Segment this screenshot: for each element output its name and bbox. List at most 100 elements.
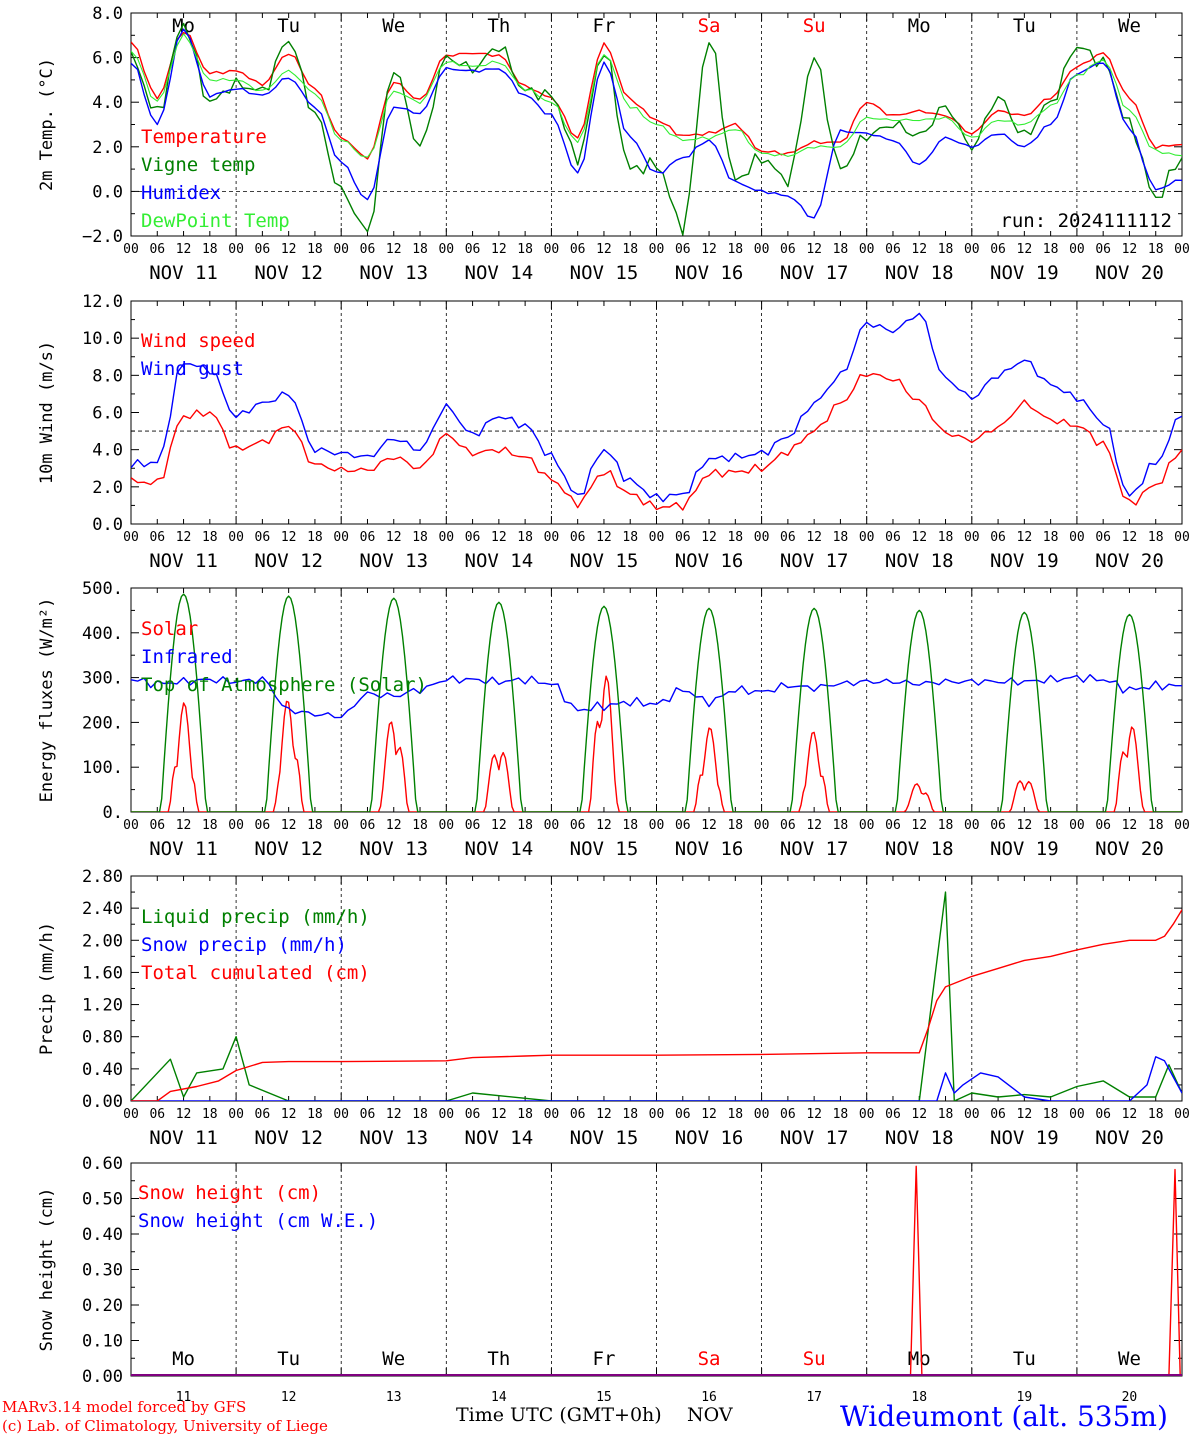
x-hour-label: 00 [754,818,770,833]
panel-5: 11 12 13 14 15 16 17 18 19 20 Mo Tu We Th Fr Sa Su Mo Tu We… [37,1154,1183,1405]
x-hour-label: 18 [622,1107,638,1122]
y-tick-label: 0.30 [82,1261,123,1281]
x-hour-label: 00 [544,530,560,545]
y-tick-label: 0.10 [82,1332,123,1352]
x-day-label: NOV 14 [465,550,534,572]
y-tick-label: 10.0 [82,329,123,349]
x-hour-label: 12 [701,530,717,545]
y-tick-label: 100. [82,758,123,778]
weekday-label: Tu [1013,15,1036,37]
x-hour-label: 00 [1174,1107,1190,1122]
x-hour-label: 06 [465,818,481,833]
x-hour-label: 18 [202,530,218,545]
x-day-number: 14 [491,1390,507,1405]
x-day-label: NOV 11 [149,262,218,284]
x-hour-label: 18 [517,1107,533,1122]
y-axis-label: Precip (mm/h) [37,922,57,1055]
x-hour-label: 18 [202,242,218,257]
x-hour-label: 12 [911,530,927,545]
x-hour-label: 18 [517,242,533,257]
x-hour-label: 00 [228,818,244,833]
x-day-label: NOV 19 [990,262,1059,284]
x-hour-label: 18 [1148,818,1164,833]
weekday-label: Mo [172,15,195,37]
x-hour-label: 00 [438,1107,454,1122]
plot-frame [130,587,1183,813]
x-day-number: 19 [1017,1390,1033,1405]
x-hour-label: 06 [990,818,1006,833]
panel-3: 00 06 12 18 00 06 12 18 00 06 12 18 00 06 12 18 00 06 12 18… [37,579,1190,860]
x-hour-label: 12 [806,242,822,257]
x-hour-label: 00 [859,1107,875,1122]
legend-entry: Infrared [141,646,233,668]
x-hour-label: 00 [544,242,560,257]
y-tick-label: 0.0 [92,515,123,535]
x-hour-label: 18 [1043,1107,1059,1122]
y-tick-label: 12.0 [82,292,123,312]
legend-entry: Wind speed [141,330,255,352]
x-hour-label: 12 [1122,1107,1138,1122]
x-hour-label: 00 [754,1107,770,1122]
legend-entry: Top of Atmosphere (Solar) [141,674,427,696]
x-hour-label: 00 [123,818,139,833]
x-hour-label: 12 [1122,242,1138,257]
legend-entry: Snow precip (mm/h) [141,934,347,956]
x-day-label: NOV 20 [1095,262,1164,284]
weekday-label: Su [803,1348,826,1370]
y-tick-label: 2.40 [82,899,123,919]
y-tick-label: 0.40 [82,1060,123,1080]
weekday-label: Th [487,15,510,37]
x-day-number: 12 [281,1390,297,1405]
x-hour-label: 12 [596,530,612,545]
x-hour-label: 00 [333,530,349,545]
x-hour-label: 12 [491,1107,507,1122]
x-day-label: NOV 15 [570,550,639,572]
x-hour-label: 12 [491,242,507,257]
x-hour-label: 06 [990,242,1006,257]
x-hour-label: 00 [438,530,454,545]
legend-entry: Total cumulated (cm) [141,962,370,984]
panel-1: 00 06 12 18 00 06 12 18 00 06 12 18 00 06 12 18 00 06 12 18… [37,4,1190,284]
y-tick-label: 1.60 [82,963,123,983]
weekday-label: Sa [698,15,721,37]
x-hour-label: 12 [176,530,192,545]
x-hour-label: 06 [780,530,796,545]
y-tick-label: 300. [82,669,123,689]
x-day-label: NOV 18 [885,1127,954,1149]
x-hour-label: 18 [938,818,954,833]
x-day-label: NOV 16 [675,550,744,572]
legend-entry: Wind gust [141,358,244,380]
x-hour-label: 18 [833,1107,849,1122]
x-hour-label: 06 [360,242,376,257]
credit-line-1: MARv3.14 model forced by GFS [2,1398,247,1416]
weekday-label: We [1118,15,1141,37]
y-tick-label: 2.0 [92,478,123,498]
x-hour-label: 06 [255,818,271,833]
x-hour-label: 00 [649,1107,665,1122]
series-line-blue [131,28,1182,219]
legend-entry: Vigne temp [141,154,255,176]
x-hour-label: 00 [438,242,454,257]
legend-entry: Solar [141,618,198,640]
x-hour-label: 06 [149,1107,165,1122]
legend-entry: Snow height (cm) [138,1182,321,1204]
series-line-red [131,31,1182,160]
x-hour-label: 06 [885,242,901,257]
x-day-label: NOV 19 [990,1127,1059,1149]
x-day-label: NOV 16 [675,1127,744,1149]
x-hour-label: 12 [281,818,297,833]
x-hour-label: 06 [570,818,586,833]
y-tick-label: 0.00 [82,1092,123,1112]
y-tick-label: 8.0 [92,4,123,24]
x-hour-label: 00 [1069,242,1085,257]
y-tick-label: 0.20 [82,1296,123,1316]
x-hour-label: 06 [1095,818,1111,833]
x-day-label: NOV 18 [885,838,954,860]
x-hour-label: 06 [149,242,165,257]
x-day-label: NOV 13 [359,262,428,284]
x-hour-label: 06 [1095,1107,1111,1122]
x-hour-label: 12 [1122,530,1138,545]
x-day-label: NOV 12 [254,550,323,572]
x-hour-label: 18 [307,242,323,257]
x-hour-label: 00 [1174,242,1190,257]
